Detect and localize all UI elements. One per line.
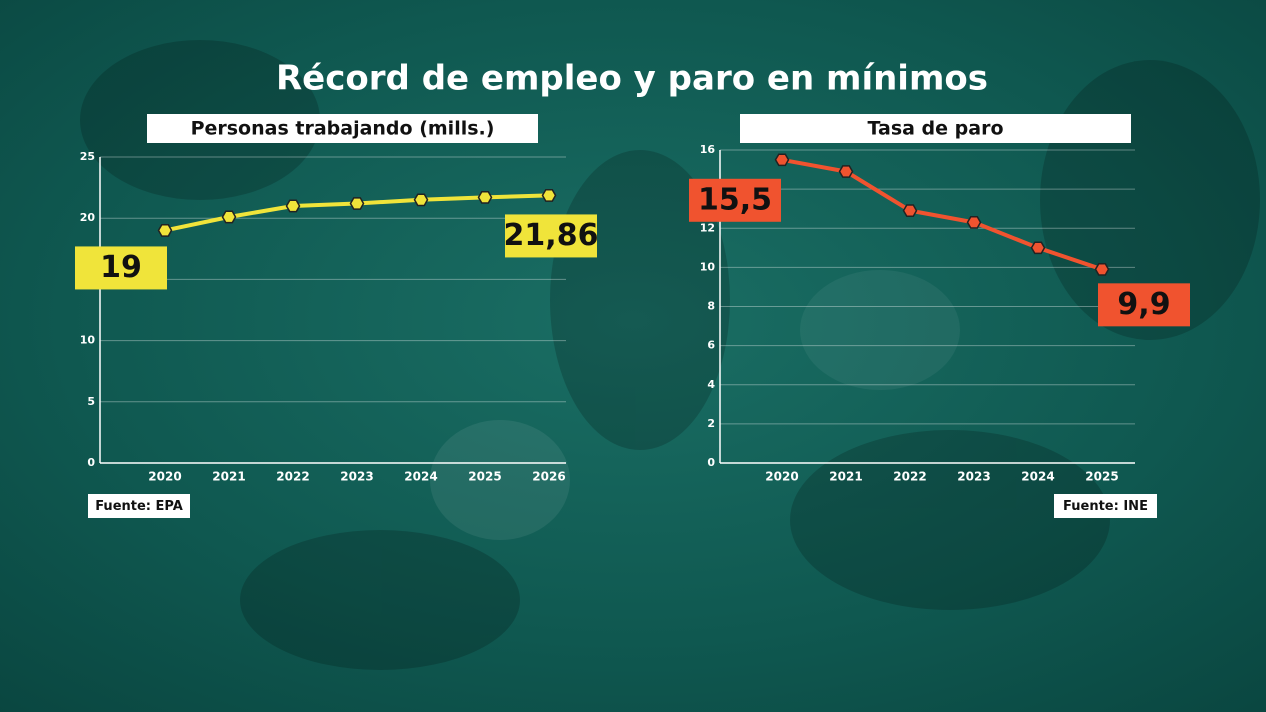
x-tick-label: 2020	[765, 470, 798, 484]
y-tick-label: 12	[700, 221, 715, 234]
x-tick-label: 2021	[212, 470, 245, 484]
y-tick-label: 10	[80, 334, 96, 347]
y-tick-label: 16	[700, 143, 716, 156]
data-point	[774, 153, 790, 167]
y-tick-label: 10	[700, 260, 716, 273]
x-tick-label: 2022	[276, 470, 309, 484]
y-tick-label: 4	[707, 378, 715, 391]
x-tick-label: 2020	[148, 470, 181, 484]
x-tick-label: 2025	[468, 470, 501, 484]
value-label-box	[75, 246, 167, 290]
y-tick-label: 0	[87, 456, 95, 469]
y-tick-label: 6	[707, 339, 715, 352]
source-box	[88, 494, 190, 518]
source: Fuente: INE	[1063, 499, 1148, 514]
data-point	[221, 210, 237, 224]
data-point	[966, 216, 982, 229]
source: Fuente: EPA	[95, 499, 183, 514]
value-label: 15,5	[698, 182, 772, 217]
data-point	[157, 224, 173, 237]
x-tick-label: 2024	[1021, 470, 1054, 484]
x-tick-label: 2023	[957, 470, 990, 484]
chart-title: Tasa de paro	[867, 118, 1003, 140]
x-tick-label: 2022	[893, 470, 926, 484]
x-tick-label: 2023	[340, 470, 373, 484]
value-label: 21,86	[504, 218, 599, 253]
y-tick-label: 25	[80, 150, 95, 163]
value-label: 19	[100, 250, 142, 285]
x-tick-label: 2024	[404, 470, 437, 484]
y-tick-label: 8	[707, 300, 715, 313]
y-tick-label: 20	[80, 211, 96, 224]
source-box	[1054, 494, 1157, 518]
x-tick-label: 2025	[1085, 470, 1118, 484]
chart-title: Personas trabajando (mills.)	[191, 118, 495, 140]
data-point	[838, 165, 854, 178]
value-label: 9,9	[1117, 287, 1170, 322]
data-point	[541, 189, 557, 202]
data-point	[902, 204, 918, 218]
data-point	[477, 191, 493, 204]
data-point	[285, 199, 301, 213]
value-label-box	[1098, 283, 1190, 327]
x-tick-label: 2026	[532, 470, 565, 484]
data-line	[781, 157, 1103, 272]
chart-title-box	[740, 114, 1131, 143]
y-tick-label: 0	[707, 456, 715, 469]
chart-title-box	[147, 114, 538, 143]
data-point	[1030, 241, 1046, 255]
data-point	[349, 197, 365, 210]
y-tick-label: 5	[87, 395, 95, 408]
value-label-box	[505, 214, 597, 258]
data-point	[1094, 262, 1110, 276]
value-label-box	[689, 178, 781, 222]
data-point	[413, 193, 429, 207]
main-title: Récord de empleo y paro en mínimos	[276, 59, 988, 99]
x-tick-label: 2021	[829, 470, 862, 484]
y-tick-label: 2	[707, 417, 715, 430]
